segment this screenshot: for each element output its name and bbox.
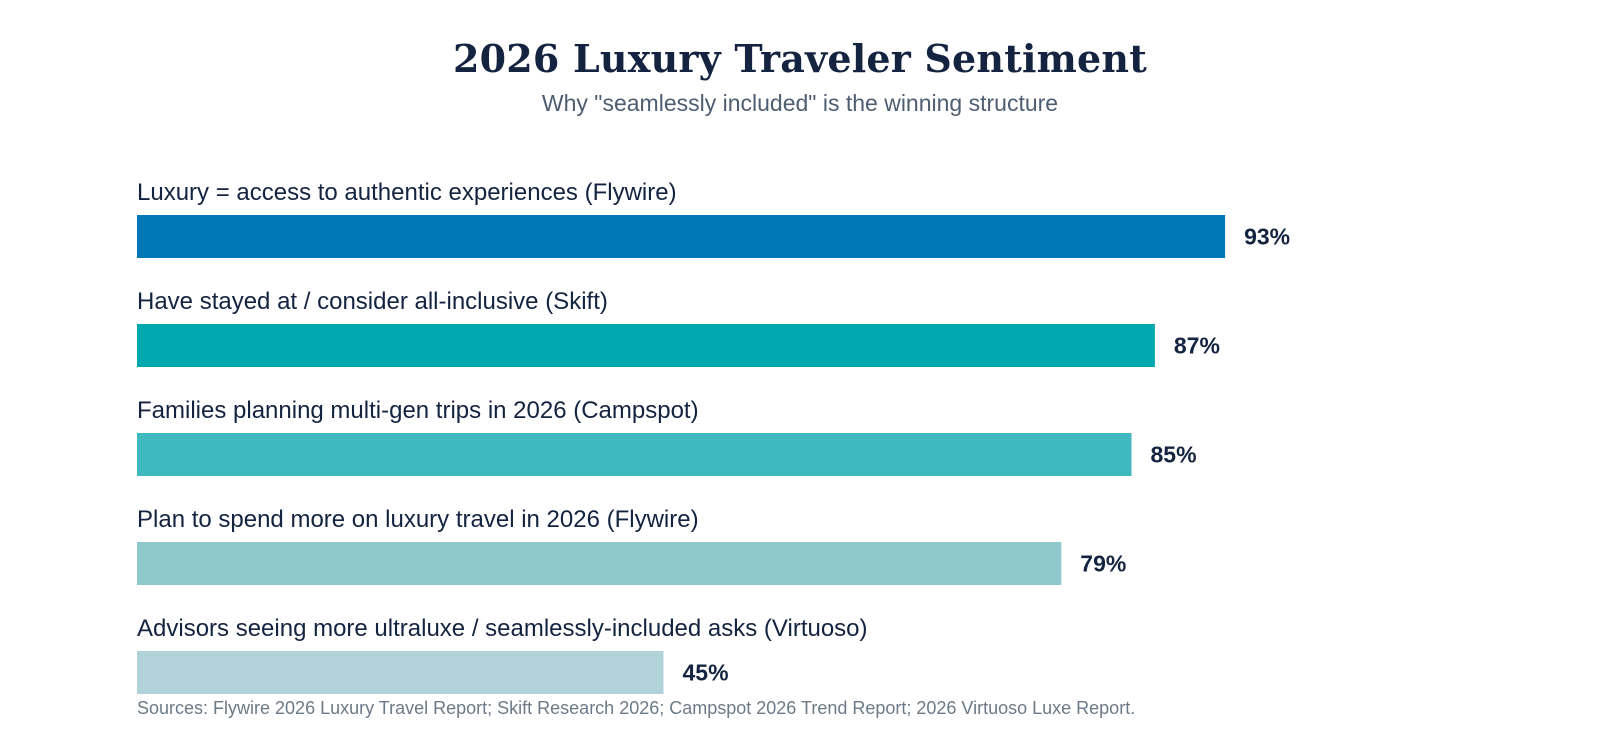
chart-subtitle: Why "seamlessly included" is the winning… bbox=[541, 90, 1059, 116]
category-label: Luxury = access to authentic experiences… bbox=[137, 179, 677, 206]
value-label: 85% bbox=[1151, 442, 1197, 468]
bar bbox=[137, 542, 1062, 585]
bar bbox=[137, 651, 664, 694]
value-label: 93% bbox=[1244, 224, 1290, 250]
value-label: 79% bbox=[1080, 551, 1126, 577]
category-label: Plan to spend more on luxury travel in 2… bbox=[137, 506, 699, 533]
source-note: Sources: Flywire 2026 Luxury Travel Repo… bbox=[137, 698, 1136, 718]
category-label: Have stayed at / consider all-inclusive … bbox=[137, 288, 608, 315]
value-label: 87% bbox=[1174, 333, 1220, 359]
bar bbox=[137, 215, 1226, 258]
category-label: Advisors seeing more ultraluxe / seamles… bbox=[137, 615, 868, 642]
chart-title: 2026 Luxury Traveler Sentiment bbox=[452, 36, 1148, 81]
category-label: Families planning multi-gen trips in 202… bbox=[137, 397, 699, 424]
value-label: 45% bbox=[683, 660, 729, 686]
bar bbox=[137, 324, 1155, 367]
bar bbox=[137, 433, 1132, 476]
